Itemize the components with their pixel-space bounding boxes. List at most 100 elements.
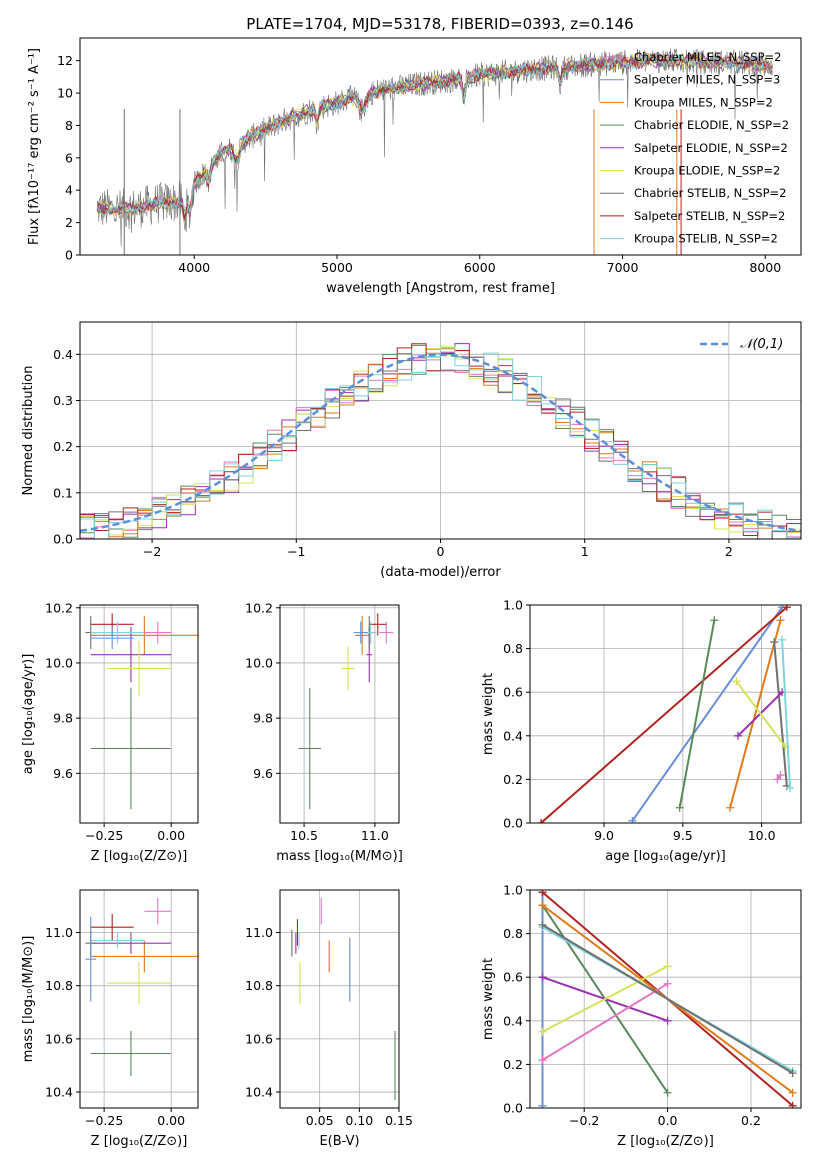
legend-label: Chabrier STELIB, N_SSP=2 bbox=[634, 186, 786, 200]
histogram-step-5 bbox=[80, 353, 801, 539]
errorbars bbox=[85, 897, 198, 1077]
y-tick-label: 1.0 bbox=[503, 883, 523, 898]
y-tick-label: 0.1 bbox=[53, 485, 73, 500]
x-axis-label: wavelength [Angstrom, rest frame] bbox=[326, 281, 555, 296]
weight-marker bbox=[788, 1069, 797, 1078]
y-tick-label: 0.4 bbox=[53, 347, 73, 362]
x-tick-label: 6000 bbox=[464, 260, 496, 275]
x-tick-label: −0.25 bbox=[85, 1113, 123, 1128]
weight-marker bbox=[776, 771, 785, 780]
weight-marker bbox=[733, 731, 742, 740]
x-tick-label: 0.15 bbox=[385, 1113, 413, 1128]
weight-marker bbox=[663, 979, 672, 988]
spectrum-lines bbox=[96, 48, 773, 255]
y-tick-label: 10.6 bbox=[45, 1031, 73, 1046]
weight-marker bbox=[663, 1016, 672, 1025]
normal-curve bbox=[80, 353, 801, 533]
weight-marker bbox=[785, 784, 794, 793]
y-tick-label: 2 bbox=[65, 215, 73, 230]
plot-frame bbox=[279, 604, 400, 824]
x-tick-label: −1 bbox=[287, 544, 305, 559]
y-tick-label: 0.4 bbox=[503, 1013, 523, 1028]
weight-marker bbox=[663, 1088, 672, 1097]
weight-marker bbox=[538, 973, 547, 982]
x-tick-label: 8000 bbox=[749, 260, 781, 275]
weight-lines bbox=[538, 890, 797, 1108]
x-tick-label: 1 bbox=[581, 544, 589, 559]
weight-vs-Z-panel: −0.2 0.0 0.2 0.0 0.2 0.4 0.6 0.8 1.0 Z [log₁₀(Z/Z… bbox=[481, 883, 802, 1149]
y-axis-label: mass [log₁₀(M/M⊙)] bbox=[21, 936, 36, 1063]
y-tick-label: 12 bbox=[57, 53, 73, 68]
x-axis-label: E(B-V) bbox=[319, 1134, 359, 1149]
x-axis-label: Z [log₁₀(Z/Z⊙)] bbox=[91, 1134, 188, 1149]
x-tick-label: 10.0 bbox=[748, 828, 776, 843]
x-tick-label: 0.00 bbox=[157, 1113, 185, 1128]
y-tick-label: 10.4 bbox=[45, 1085, 73, 1100]
x-tick-label: 0.0 bbox=[658, 1113, 678, 1128]
y-tick-label: 0.2 bbox=[503, 1057, 523, 1072]
x-tick-label: 7000 bbox=[607, 260, 639, 275]
x-tick-label: 0.2 bbox=[741, 1113, 761, 1128]
y-tick-label: 9.6 bbox=[253, 766, 273, 781]
weight-marker bbox=[770, 638, 779, 647]
figure-title: PLATE=1704, MJD=53178, FIBERID=0393, z=0… bbox=[246, 15, 633, 33]
weight-marker bbox=[538, 1101, 547, 1108]
x-tick-label: 0.05 bbox=[306, 1113, 334, 1128]
age-vs-mass-panel: 10.5 11.0 9.6 9.8 10.0 10.2 mass [log₁₀(M/M⊙)] bbox=[245, 600, 403, 864]
plot-frame bbox=[79, 889, 199, 1109]
y-axis-label: mass weight bbox=[481, 673, 496, 755]
x-tick-label: 9.0 bbox=[594, 828, 614, 843]
histograms bbox=[80, 343, 801, 539]
x-tick-label: 10.5 bbox=[290, 828, 318, 843]
weight-vs-age-panel: 9.0 9.5 10.0 0.0 0.2 0.4 0.6 0.8 1.0 age [log₁₀(a… bbox=[481, 598, 802, 864]
y-tick-label: 0.3 bbox=[53, 393, 73, 408]
y-tick-label: 6 bbox=[65, 150, 73, 165]
y-tick-label: 11.0 bbox=[245, 925, 273, 940]
y-tick-label: 9.8 bbox=[253, 711, 273, 726]
x-tick-label: 5000 bbox=[321, 260, 353, 275]
weight-marker bbox=[675, 803, 684, 812]
mass-vs-EBV-panel: 0.05 0.10 0.15 10.4 10.6 10.8 11.0 E(B-V) bbox=[245, 889, 413, 1149]
y-tick-label: 1.0 bbox=[503, 598, 523, 613]
weight-marker bbox=[538, 1056, 547, 1065]
weight-marker bbox=[538, 901, 547, 910]
y-tick-label: 0 bbox=[65, 248, 73, 263]
plot-frame bbox=[529, 604, 802, 824]
y-axis-label: mass weight bbox=[481, 958, 496, 1040]
errorbars bbox=[298, 613, 394, 810]
spectrum-legend: Chabrier MILES, N_SSP=2 Salpeter MILES, N… bbox=[600, 50, 789, 246]
legend-label: Chabrier MILES, N_SSP=2 bbox=[634, 50, 781, 64]
weight-marker bbox=[663, 962, 672, 971]
y-tick-label: 10.2 bbox=[245, 600, 273, 615]
legend-label: Kroupa MILES, N_SSP=2 bbox=[634, 95, 773, 109]
y-tick-label: 8 bbox=[65, 118, 73, 133]
y-tick-label: 10.8 bbox=[45, 978, 73, 993]
legend-label: Salpeter MILES, N_SSP=3 bbox=[634, 73, 780, 87]
model-spectrum-line-8 bbox=[96, 53, 773, 218]
weight-line-0 bbox=[631, 606, 783, 822]
y-tick-label: 10.4 bbox=[245, 1085, 273, 1100]
x-axis-label: Z [log₁₀(Z/Z⊙)] bbox=[91, 849, 188, 864]
y-tick-label: 11.0 bbox=[45, 925, 73, 940]
weight-marker bbox=[628, 816, 637, 823]
x-tick-label: 11.0 bbox=[361, 828, 389, 843]
weight-line-8 bbox=[781, 639, 791, 789]
plot-frame bbox=[279, 889, 400, 1109]
y-tick-label: 9.6 bbox=[53, 766, 73, 781]
y-tick-label: 0.4 bbox=[503, 728, 523, 743]
weight-line-3 bbox=[729, 620, 782, 808]
weight-line-1 bbox=[540, 606, 788, 823]
age-vs-Z-panel: −0.25 0.00 9.6 9.8 10.0 10.2 Z [log₁₀(Z/Z⊙)] ag… bbox=[21, 600, 199, 864]
weight-line-8 bbox=[541, 924, 794, 1074]
weight-marker bbox=[537, 819, 546, 823]
y-tick-label: 0.0 bbox=[503, 816, 523, 831]
residuals-panel: −2 −1 0 1 2 0.0 0.1 0.2 0.3 0.4 (data-model)/error… bbox=[21, 321, 802, 580]
y-tick-label: 0.8 bbox=[503, 926, 523, 941]
x-tick-label: 0.00 bbox=[157, 828, 185, 843]
x-tick-label: 0 bbox=[437, 544, 445, 559]
plot-frame bbox=[79, 37, 802, 256]
x-tick-label: 9.5 bbox=[673, 828, 693, 843]
weight-line-4 bbox=[773, 642, 788, 786]
mass-vs-Z-panel: −0.25 0.00 10.4 10.6 10.8 11.0 Z [log₁₀(Z/Z⊙)]… bbox=[21, 889, 199, 1149]
